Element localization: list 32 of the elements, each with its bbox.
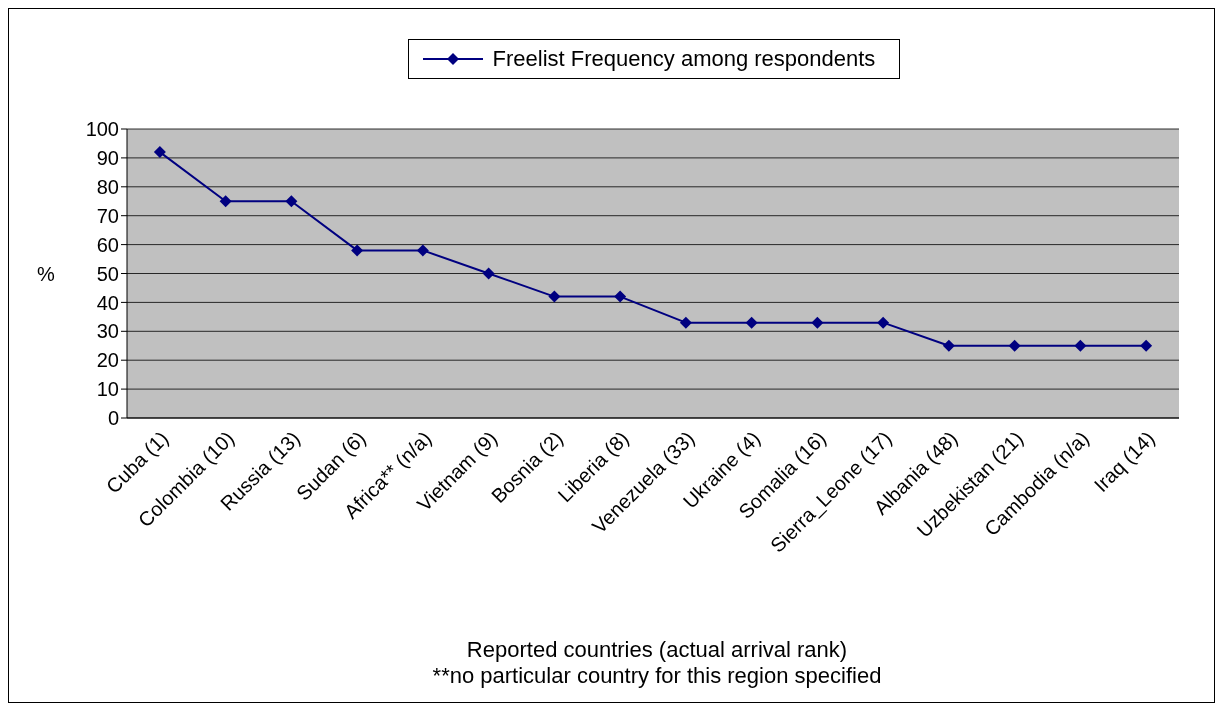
point xyxy=(679,316,692,329)
y-tick-label: 100 xyxy=(85,118,119,141)
point xyxy=(1008,339,1021,352)
point xyxy=(416,244,429,257)
point xyxy=(614,290,627,303)
y-tick-label: 0 xyxy=(107,407,119,430)
y-tick-label: 40 xyxy=(96,291,119,314)
point xyxy=(811,316,824,329)
y-tick-label: 60 xyxy=(96,233,119,256)
y-tick-label: 10 xyxy=(96,378,119,401)
y-tick-label: 90 xyxy=(96,147,119,169)
point xyxy=(219,195,232,208)
y-tick-label: 70 xyxy=(96,204,119,227)
point xyxy=(482,267,495,280)
point xyxy=(745,316,758,329)
point xyxy=(153,146,166,159)
y-tick-label: 20 xyxy=(96,349,119,372)
point xyxy=(877,316,890,329)
x-axis-title: Reported countries (actual arrival rank) xyxy=(465,637,849,663)
point xyxy=(285,195,298,208)
point xyxy=(351,244,364,257)
y-tick-label: 30 xyxy=(96,320,119,343)
y-tick-label: 50 xyxy=(96,262,119,285)
y-tick-label: 80 xyxy=(96,175,119,198)
x-tick-label: Iraq (14) xyxy=(1089,427,1159,497)
point xyxy=(942,339,955,352)
y-axis-title: % xyxy=(37,262,55,285)
point xyxy=(1140,339,1153,352)
legend-label: Freelist Frequency among respondents xyxy=(492,46,876,72)
point xyxy=(1074,339,1087,352)
point xyxy=(548,290,561,303)
text: **no particular country for this region specified xyxy=(431,663,883,689)
